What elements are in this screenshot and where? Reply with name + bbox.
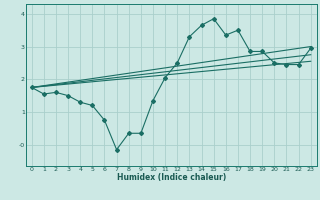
X-axis label: Humidex (Indice chaleur): Humidex (Indice chaleur) [116, 173, 226, 182]
